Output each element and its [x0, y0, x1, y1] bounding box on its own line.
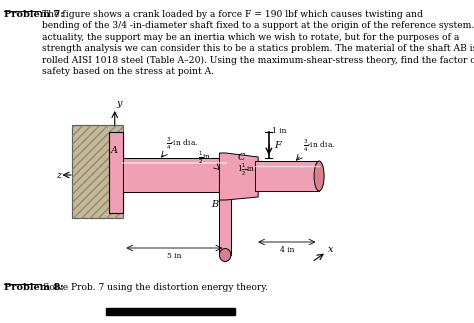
Polygon shape	[109, 132, 123, 213]
Polygon shape	[72, 125, 123, 218]
Text: z: z	[56, 171, 61, 180]
Text: Solve Prob. 7 using the distortion energy theory.: Solve Prob. 7 using the distortion energ…	[43, 283, 268, 292]
Text: x: x	[328, 245, 333, 255]
Text: 1 in: 1 in	[273, 127, 287, 135]
Text: C: C	[238, 153, 246, 162]
Text: Problem 7:: Problem 7:	[4, 10, 64, 19]
Polygon shape	[219, 188, 231, 255]
Text: F: F	[274, 141, 282, 150]
Text: The figure shows a crank loaded by a force F = 190 lbf which causes twisting and: The figure shows a crank loaded by a for…	[42, 10, 474, 77]
Text: 4 in: 4 in	[280, 246, 294, 254]
Text: B: B	[211, 200, 218, 209]
Polygon shape	[255, 161, 319, 191]
Polygon shape	[219, 153, 258, 200]
Polygon shape	[106, 308, 235, 315]
Ellipse shape	[219, 248, 231, 262]
Text: $\frac{1}{2}$in: $\frac{1}{2}$in	[198, 150, 211, 166]
Polygon shape	[123, 158, 226, 192]
Text: 5 in: 5 in	[167, 252, 182, 260]
Text: A: A	[110, 146, 118, 155]
Ellipse shape	[221, 158, 231, 192]
Text: Problem 8:: Problem 8:	[4, 283, 64, 292]
Text: $\frac{3}{4}$-in dia.: $\frac{3}{4}$-in dia.	[302, 138, 335, 154]
Text: 1$\frac{1}{2}$in: 1$\frac{1}{2}$in	[237, 162, 255, 178]
Text: y: y	[116, 99, 122, 108]
Ellipse shape	[314, 161, 324, 191]
Text: $\frac{3}{4}$-in dia.: $\frac{3}{4}$-in dia.	[166, 136, 199, 152]
